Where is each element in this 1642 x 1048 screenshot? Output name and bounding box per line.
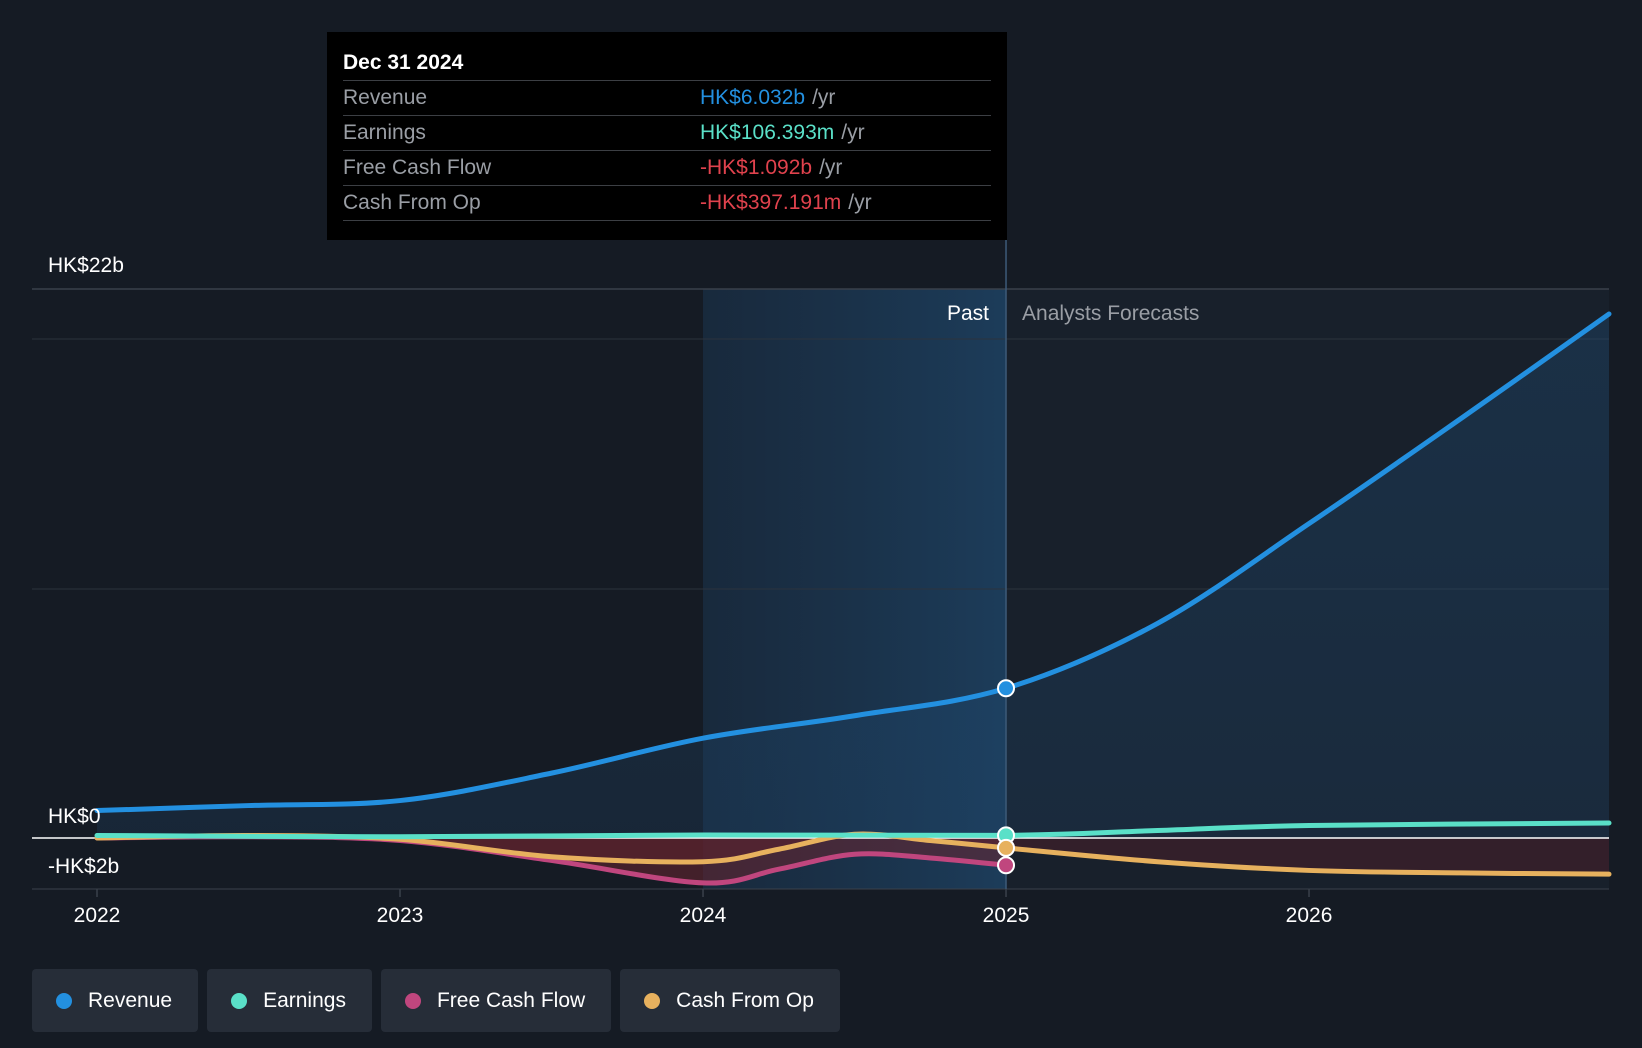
legend-item-cash-from-op[interactable]: Cash From Op — [620, 969, 840, 1032]
tooltip: Dec 31 2024 Revenue HK$6.032b /yr Earnin… — [327, 32, 1007, 240]
legend-label: Revenue — [88, 988, 173, 1012]
tooltip-value: -HK$397.191m — [700, 191, 842, 214]
tooltip-row-earnings: Earnings HK$106.393m /yr — [343, 115, 991, 150]
x-axis-label: 2026 — [1286, 904, 1333, 927]
series-line-earnings — [94, 820, 1612, 840]
legend-label: Cash From Op — [676, 988, 814, 1012]
tooltip-row-revenue: Revenue HK$6.032b /yr — [343, 80, 991, 115]
legend: Revenue Earnings Free Cash Flow Cash Fro… — [32, 969, 840, 1032]
legend-item-earnings[interactable]: Earnings — [207, 969, 372, 1032]
tooltip-unit: /yr — [812, 86, 836, 109]
y-axis-label: HK$22b — [48, 254, 124, 277]
x-axis-label: 2022 — [74, 904, 121, 927]
tooltip-label: Revenue — [343, 86, 428, 109]
y-axis-label: -HK$2b — [48, 855, 119, 878]
legend-label: Free Cash Flow — [436, 988, 586, 1012]
revenue-area — [97, 314, 1609, 838]
tooltip-row-cash-from-op: Cash From Op -HK$397.191m /yr — [343, 185, 991, 221]
y-axis-label: HK$0 — [48, 805, 101, 828]
x-axis-label: 2025 — [983, 904, 1030, 927]
forecast-label: Analysts Forecasts — [1022, 302, 1199, 325]
marker-free-cash-flow — [997, 856, 1016, 875]
tooltip-label: Earnings — [343, 121, 426, 144]
x-axis-label: 2024 — [680, 904, 727, 927]
tooltip-value: -HK$1.092b — [700, 156, 813, 179]
tooltip-value: HK$6.032b — [700, 86, 806, 109]
tooltip-label: Cash From Op — [343, 191, 481, 214]
x-axis-label: 2023 — [377, 904, 424, 927]
legend-item-revenue[interactable]: Revenue — [32, 969, 199, 1032]
tooltip-unit: /yr — [848, 191, 872, 214]
marker-cash-from-op — [997, 838, 1016, 857]
tooltip-label: Free Cash Flow — [343, 156, 492, 179]
tooltip-unit: /yr — [841, 121, 865, 144]
series-line-revenue — [94, 311, 1612, 814]
legend-item-free-cash-flow[interactable]: Free Cash Flow — [380, 969, 612, 1032]
legend-dot-icon — [231, 992, 248, 1009]
chart-area: HK$22b HK$0 -HK$2b Past Analysts Forecasts 20… — [32, 240, 1612, 927]
legend-label: Earnings — [263, 988, 346, 1012]
tooltip-date: Dec 31 2024 — [343, 51, 464, 74]
past-label: Past — [947, 302, 989, 325]
marker-revenue — [997, 679, 1016, 698]
legend-dot-icon — [56, 992, 72, 1009]
legend-dot-icon — [644, 992, 661, 1009]
tooltip-row-free-cash-flow: Free Cash Flow -HK$1.092b /yr — [343, 150, 991, 185]
tooltip-unit: /yr — [819, 156, 843, 179]
tooltip-value: HK$106.393m — [700, 121, 835, 144]
legend-dot-icon — [404, 992, 421, 1009]
